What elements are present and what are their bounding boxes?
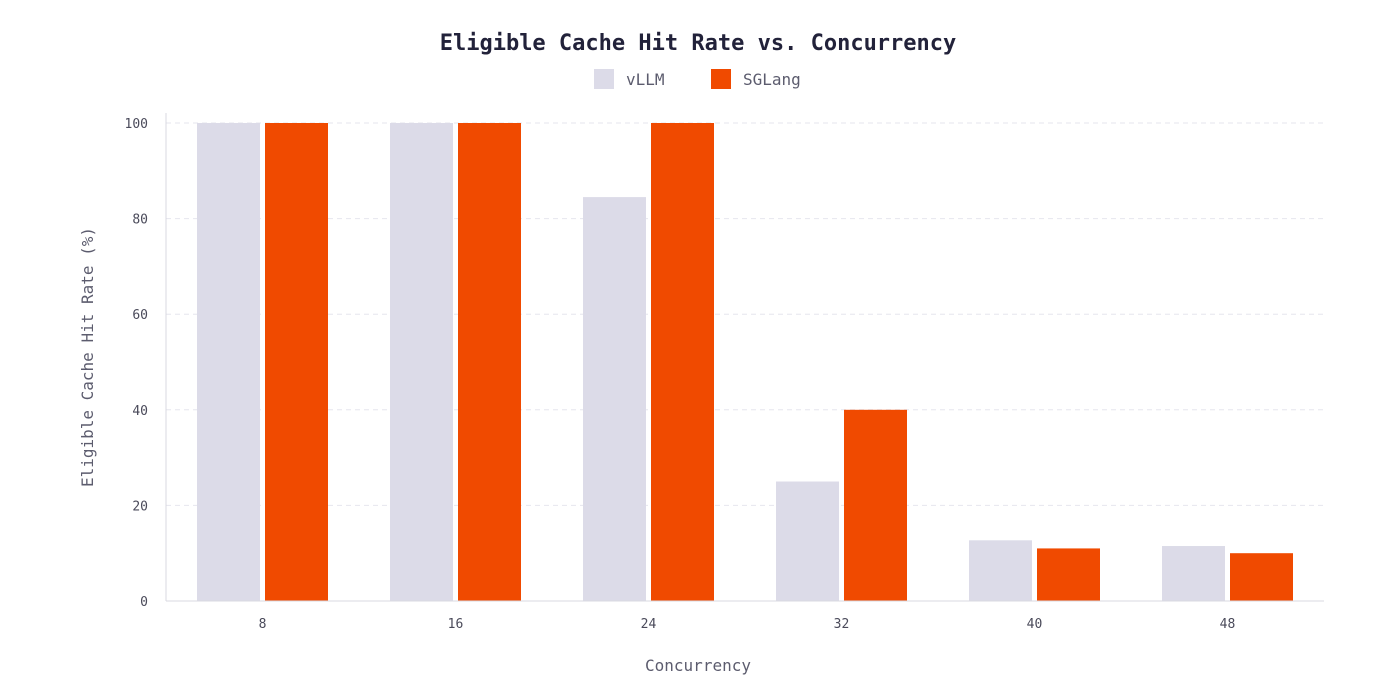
chart-title: Eligible Cache Hit Rate vs. Concurrency	[440, 31, 957, 56]
legend-label-sglang: SGLang	[743, 70, 801, 89]
legend-swatch-sglang	[711, 69, 731, 89]
y-axis-label: Eligible Cache Hit Rate (%)	[78, 227, 97, 487]
bar-vllm-48	[1162, 546, 1225, 601]
bar-sglang-48	[1230, 553, 1293, 601]
y-axis-ticks: 0 20 40 60 80 100	[125, 117, 148, 610]
x-axis-ticks: 8 16 24 32 40 48	[259, 617, 1236, 632]
legend: vLLM SGLang	[594, 69, 801, 89]
bar-sglang-8	[265, 123, 328, 601]
x-tick-label: 48	[1220, 617, 1236, 632]
legend-swatch-vllm	[594, 69, 614, 89]
bar-vllm-24	[583, 197, 646, 601]
y-tick-label: 80	[132, 213, 148, 228]
grid-lines	[166, 122, 1324, 506]
bar-sglang-40	[1037, 548, 1100, 601]
legend-label-vllm: vLLM	[626, 70, 665, 89]
y-tick-label: 100	[125, 117, 148, 132]
x-tick-label: 16	[448, 617, 464, 632]
bar-vllm-40	[969, 540, 1032, 601]
y-tick-label: 0	[140, 595, 148, 610]
y-tick-label: 60	[132, 308, 148, 323]
x-axis-label: Concurrency	[645, 656, 751, 675]
bar-sglang-16	[458, 123, 521, 601]
bar-vllm-8	[197, 123, 260, 601]
x-tick-label: 32	[834, 617, 850, 632]
x-tick-label: 24	[641, 617, 657, 632]
y-tick-label: 40	[132, 404, 148, 419]
x-tick-label: 8	[259, 617, 267, 632]
x-tick-label: 40	[1027, 617, 1043, 632]
bar-sglang-32	[844, 409, 907, 601]
bar-vllm-32	[776, 481, 839, 601]
y-tick-label: 20	[132, 499, 148, 514]
bar-sglang-24	[651, 123, 714, 601]
bars	[197, 123, 1293, 601]
bar-vllm-16	[390, 123, 453, 601]
